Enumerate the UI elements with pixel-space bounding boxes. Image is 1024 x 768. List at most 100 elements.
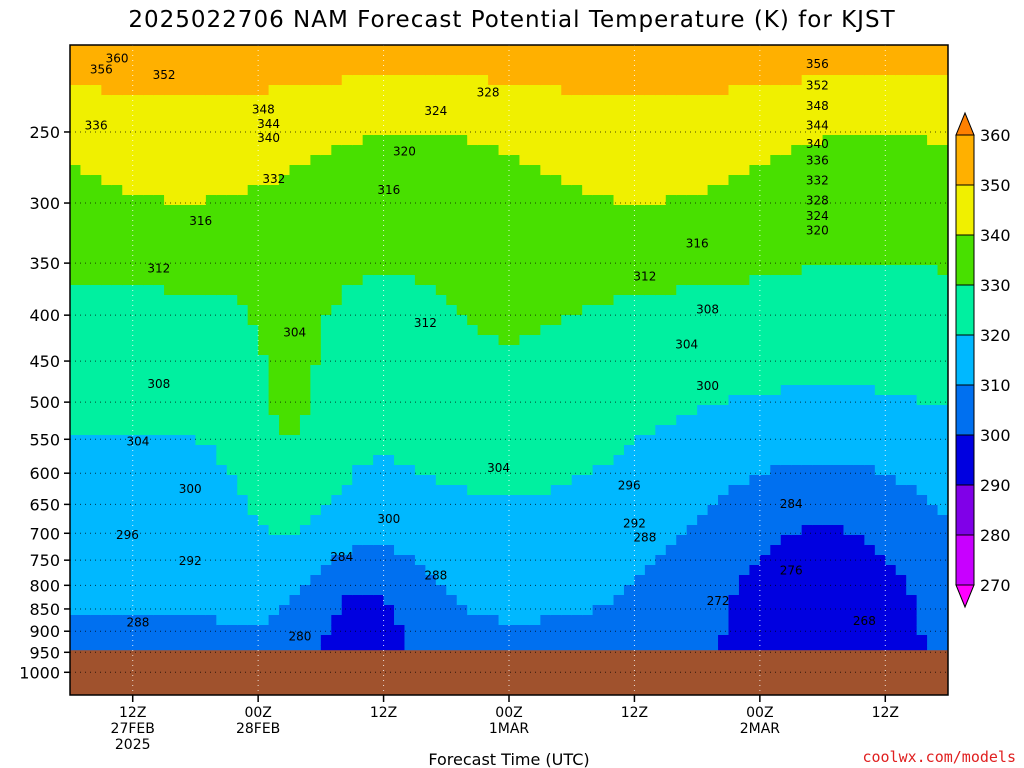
theta-cell — [237, 175, 249, 186]
theta-cell — [477, 85, 489, 96]
theta-cell — [341, 525, 353, 536]
theta-cell — [289, 355, 301, 366]
theta-cell — [299, 435, 312, 446]
theta-cell — [623, 395, 636, 406]
theta-cell — [414, 595, 426, 606]
theta-cell — [404, 565, 416, 576]
theta-cell — [697, 505, 709, 516]
theta-cell — [864, 555, 876, 566]
theta-cell — [143, 75, 155, 86]
theta-cell — [644, 345, 656, 356]
theta-cell — [550, 95, 562, 106]
theta-cell — [90, 485, 102, 496]
theta-cell — [801, 105, 813, 116]
theta-cell — [550, 235, 562, 246]
theta-cell — [529, 185, 541, 196]
theta-cell — [216, 515, 228, 526]
theta-cell — [174, 355, 186, 366]
theta-cell — [289, 45, 301, 56]
theta-cell — [467, 585, 479, 596]
theta-cell — [477, 465, 489, 476]
theta-cell — [864, 495, 876, 506]
theta-cell — [237, 225, 249, 236]
theta-cell — [174, 465, 186, 476]
theta-cell — [519, 415, 531, 426]
theta-cell — [435, 455, 447, 466]
theta-cell — [791, 125, 803, 136]
theta-cell — [613, 175, 625, 186]
theta-cell — [477, 215, 489, 226]
theta-cell — [320, 535, 332, 546]
theta-cell — [759, 385, 771, 396]
theta-cell — [509, 465, 521, 476]
theta-cell — [853, 415, 865, 426]
theta-cell — [425, 605, 437, 616]
theta-cell — [540, 95, 552, 106]
theta-cell — [383, 335, 395, 346]
theta-cell — [603, 195, 615, 206]
theta-cell — [686, 565, 698, 576]
theta-cell — [247, 595, 259, 606]
theta-cell — [111, 335, 123, 346]
theta-cell — [70, 125, 82, 136]
theta-cell — [258, 575, 270, 586]
theta-cell — [80, 545, 92, 556]
theta-cell — [373, 475, 385, 486]
theta-cell — [770, 195, 782, 206]
theta-cell — [603, 405, 615, 416]
theta-cell — [279, 585, 291, 596]
theta-cell — [90, 635, 102, 646]
theta-cell — [791, 625, 803, 636]
theta-cell — [132, 465, 144, 476]
theta-cell — [540, 615, 552, 626]
theta-cell — [205, 495, 217, 506]
theta-cell — [122, 485, 134, 496]
theta-cell — [488, 195, 500, 206]
theta-cell — [853, 235, 865, 246]
theta-cell — [153, 215, 165, 226]
theta-cell — [237, 585, 249, 596]
theta-cell — [853, 265, 865, 276]
theta-cell — [184, 285, 197, 296]
theta-cell — [707, 445, 719, 456]
theta-cell — [812, 245, 824, 256]
theta-cell — [258, 445, 270, 456]
theta-cell — [394, 445, 406, 456]
theta-cell — [101, 275, 113, 286]
theta-cell — [665, 155, 677, 166]
theta-cell — [205, 445, 217, 456]
theta-cell — [686, 415, 698, 426]
theta-cell — [770, 435, 782, 446]
theta-cell — [519, 105, 531, 116]
theta-cell — [352, 605, 364, 616]
theta-cell — [101, 405, 113, 416]
theta-cell — [195, 185, 207, 196]
theta-cell — [310, 185, 322, 196]
theta-cell — [174, 545, 186, 556]
theta-cell — [697, 325, 709, 336]
theta-cell — [425, 405, 437, 416]
theta-cell — [90, 135, 102, 146]
theta-cell — [435, 75, 447, 86]
theta-cell — [101, 185, 113, 196]
theta-cell — [603, 415, 615, 426]
theta-cell — [780, 95, 792, 106]
theta-cell — [299, 565, 312, 576]
theta-cell — [644, 125, 656, 136]
theta-cell — [258, 55, 270, 66]
theta-cell — [759, 55, 771, 66]
theta-cell — [728, 525, 740, 536]
theta-cell — [561, 415, 573, 426]
theta-cell — [686, 275, 698, 286]
theta-cell — [310, 615, 322, 626]
theta-cell — [822, 615, 834, 626]
theta-cell — [843, 185, 855, 196]
theta-cell — [738, 365, 751, 376]
theta-cell — [822, 275, 834, 286]
theta-cell — [603, 185, 615, 196]
theta-cell — [509, 145, 521, 156]
theta-cell — [843, 145, 855, 156]
theta-cell — [237, 525, 249, 536]
theta-cell — [289, 425, 301, 436]
theta-cell — [759, 575, 771, 586]
